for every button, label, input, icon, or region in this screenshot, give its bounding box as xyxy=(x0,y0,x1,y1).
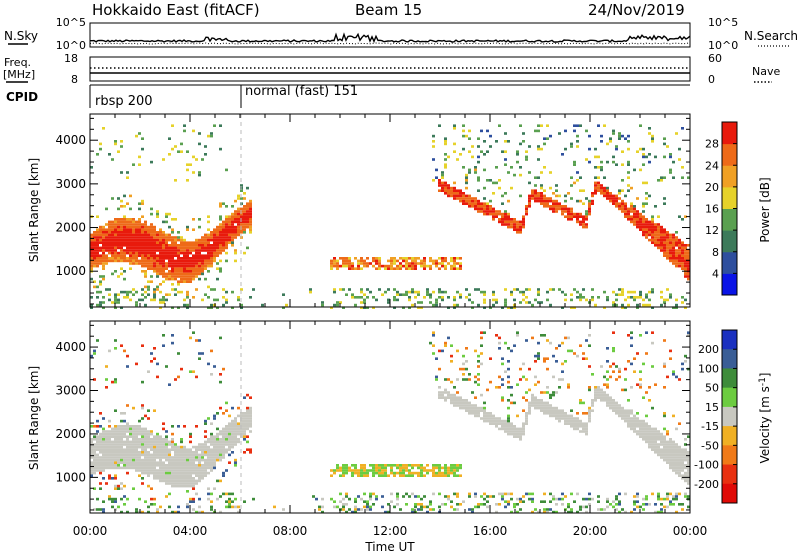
y-tick-label: 1000 xyxy=(55,470,86,484)
xaxis-label: Time UT xyxy=(364,540,415,554)
colorbar-swatch xyxy=(722,368,737,389)
colorbar-swatch xyxy=(722,122,737,145)
y-tick-label: 4000 xyxy=(55,133,86,147)
velocity-ylabel: Slant Range [km] xyxy=(27,366,41,470)
colorbar-tick-label: 20 xyxy=(705,181,719,194)
power-ylabel: Slant Range [km] xyxy=(27,158,41,262)
x-tick-label: 00:00 xyxy=(73,524,108,538)
freq-right-tick-top: 60 xyxy=(708,52,722,65)
colorbar-swatch xyxy=(722,251,737,274)
colorbar-tick-label: 4 xyxy=(712,267,719,280)
colorbar-swatch xyxy=(722,349,737,369)
colorbar-swatch xyxy=(722,483,737,504)
freq-right-tick-bottom: 0 xyxy=(708,73,715,86)
power-colorbar: 4 8 12 16 20 24 28 xyxy=(705,121,738,296)
colorbar-swatch xyxy=(722,426,737,446)
y-tick-label: 2000 xyxy=(55,221,86,235)
noise-search-line xyxy=(89,42,691,45)
colorbar-swatch xyxy=(722,208,737,231)
time-axis-labels: 00:00 04:00 08:00 12:00 16:00 20:00 00:00 xyxy=(73,524,708,538)
x-tick-label: 04:00 xyxy=(173,524,208,538)
beam-title: Beam 15 xyxy=(355,1,422,19)
noise-right-tick-bottom: 10^0 xyxy=(708,39,738,52)
nave-label: Nave xyxy=(752,65,780,78)
power-colorbar-label: Power [dB] xyxy=(758,177,772,242)
velocity-colorbar: 200 100 50 15 -15 -50 -100 -200 xyxy=(694,329,738,504)
colorbar-swatch xyxy=(722,464,737,485)
colorbar-tick-label: -50 xyxy=(701,439,719,452)
x-tick-label: 20:00 xyxy=(573,524,608,538)
y-tick-label: 1000 xyxy=(55,264,86,278)
x-tick-label: 08:00 xyxy=(273,524,308,538)
power-axis-ticks: 1000 2000 3000 4000 xyxy=(55,114,691,307)
colorbar-tick-label: 24 xyxy=(705,159,719,172)
noise-panel: N.Sky 10^5 10^0 10^5 10^0 N.Search xyxy=(4,16,798,52)
cpid-label: CPID xyxy=(6,90,38,104)
colorbar-tick-label: 12 xyxy=(705,224,719,237)
cpid-mode-2: normal (fast) 151 xyxy=(245,84,358,99)
colorbar-swatch xyxy=(722,186,737,209)
y-tick-label: 2000 xyxy=(55,427,86,441)
power-heatmap xyxy=(90,124,690,309)
cpid-mode-1: rbsp 200 xyxy=(95,94,153,109)
colorbar-swatch xyxy=(722,230,737,253)
freq-panel: Freq. [MHz] 18 8 60 0 Nave xyxy=(3,52,780,86)
velocity-axis-ticks: 1000 2000 3000 4000 xyxy=(55,321,691,513)
colorbar-tick-label: 50 xyxy=(705,382,719,395)
colorbar-swatch xyxy=(722,445,737,466)
colorbar-tick-label: 200 xyxy=(698,343,719,356)
velocity-panel: 1000 2000 3000 4000 Slant Range [km] xyxy=(27,320,691,514)
x-tick-label: 16:00 xyxy=(473,524,508,538)
cpid-panel: CPID rbsp 200 normal (fast) 151 xyxy=(6,84,690,109)
power-panel: 1000 2000 3000 4000 Slant Range [km] xyxy=(27,113,691,309)
y-tick-label: 3000 xyxy=(55,177,86,191)
noise-right-tick-top: 10^5 xyxy=(708,16,738,29)
colorbar-tick-label: -200 xyxy=(694,478,719,491)
noise-search-label: N.Search xyxy=(744,29,798,43)
x-tick-label: 12:00 xyxy=(373,524,408,538)
freq-label-line1: Freq. xyxy=(4,56,31,69)
radar-title: Hokkaido East (fitACF) xyxy=(92,1,260,19)
colorbar-tick-label: 100 xyxy=(698,362,719,375)
colorbar-tick-label: 28 xyxy=(705,138,719,151)
colorbar-swatch xyxy=(722,330,737,350)
colorbar-tick-label: -100 xyxy=(694,459,719,472)
colorbar-tick-label: 15 xyxy=(705,401,719,414)
freq-left-tick-top: 18 xyxy=(64,52,78,65)
colorbar-swatch xyxy=(722,406,737,427)
freq-left-tick-bottom: 8 xyxy=(71,73,78,86)
velocity-colorbar-label: Velocity [m s-1] xyxy=(758,373,772,464)
y-tick-label: 3000 xyxy=(55,384,86,398)
freq-label-line2: [MHz] xyxy=(3,68,35,81)
x-tick-label: 00:00 xyxy=(673,524,708,538)
colorbar-tick-label: 8 xyxy=(712,246,719,259)
colorbar-swatch xyxy=(722,143,737,166)
colorbar-swatch xyxy=(722,165,737,188)
date-title: 24/Nov/2019 xyxy=(588,1,685,19)
y-tick-label: 4000 xyxy=(55,340,86,354)
noise-left-tick-top: 10^5 xyxy=(56,16,86,29)
colorbar-tick-label: 16 xyxy=(705,203,719,216)
velocity-heatmap xyxy=(90,331,690,514)
colorbar-tick-label: -15 xyxy=(701,420,719,433)
colorbar-swatch xyxy=(722,387,737,408)
noise-sky-line xyxy=(90,32,691,44)
noise-left-tick-bottom: 10^0 xyxy=(56,39,86,52)
noise-sky-label: N.Sky xyxy=(4,29,38,43)
colorbar-swatch xyxy=(722,273,737,296)
